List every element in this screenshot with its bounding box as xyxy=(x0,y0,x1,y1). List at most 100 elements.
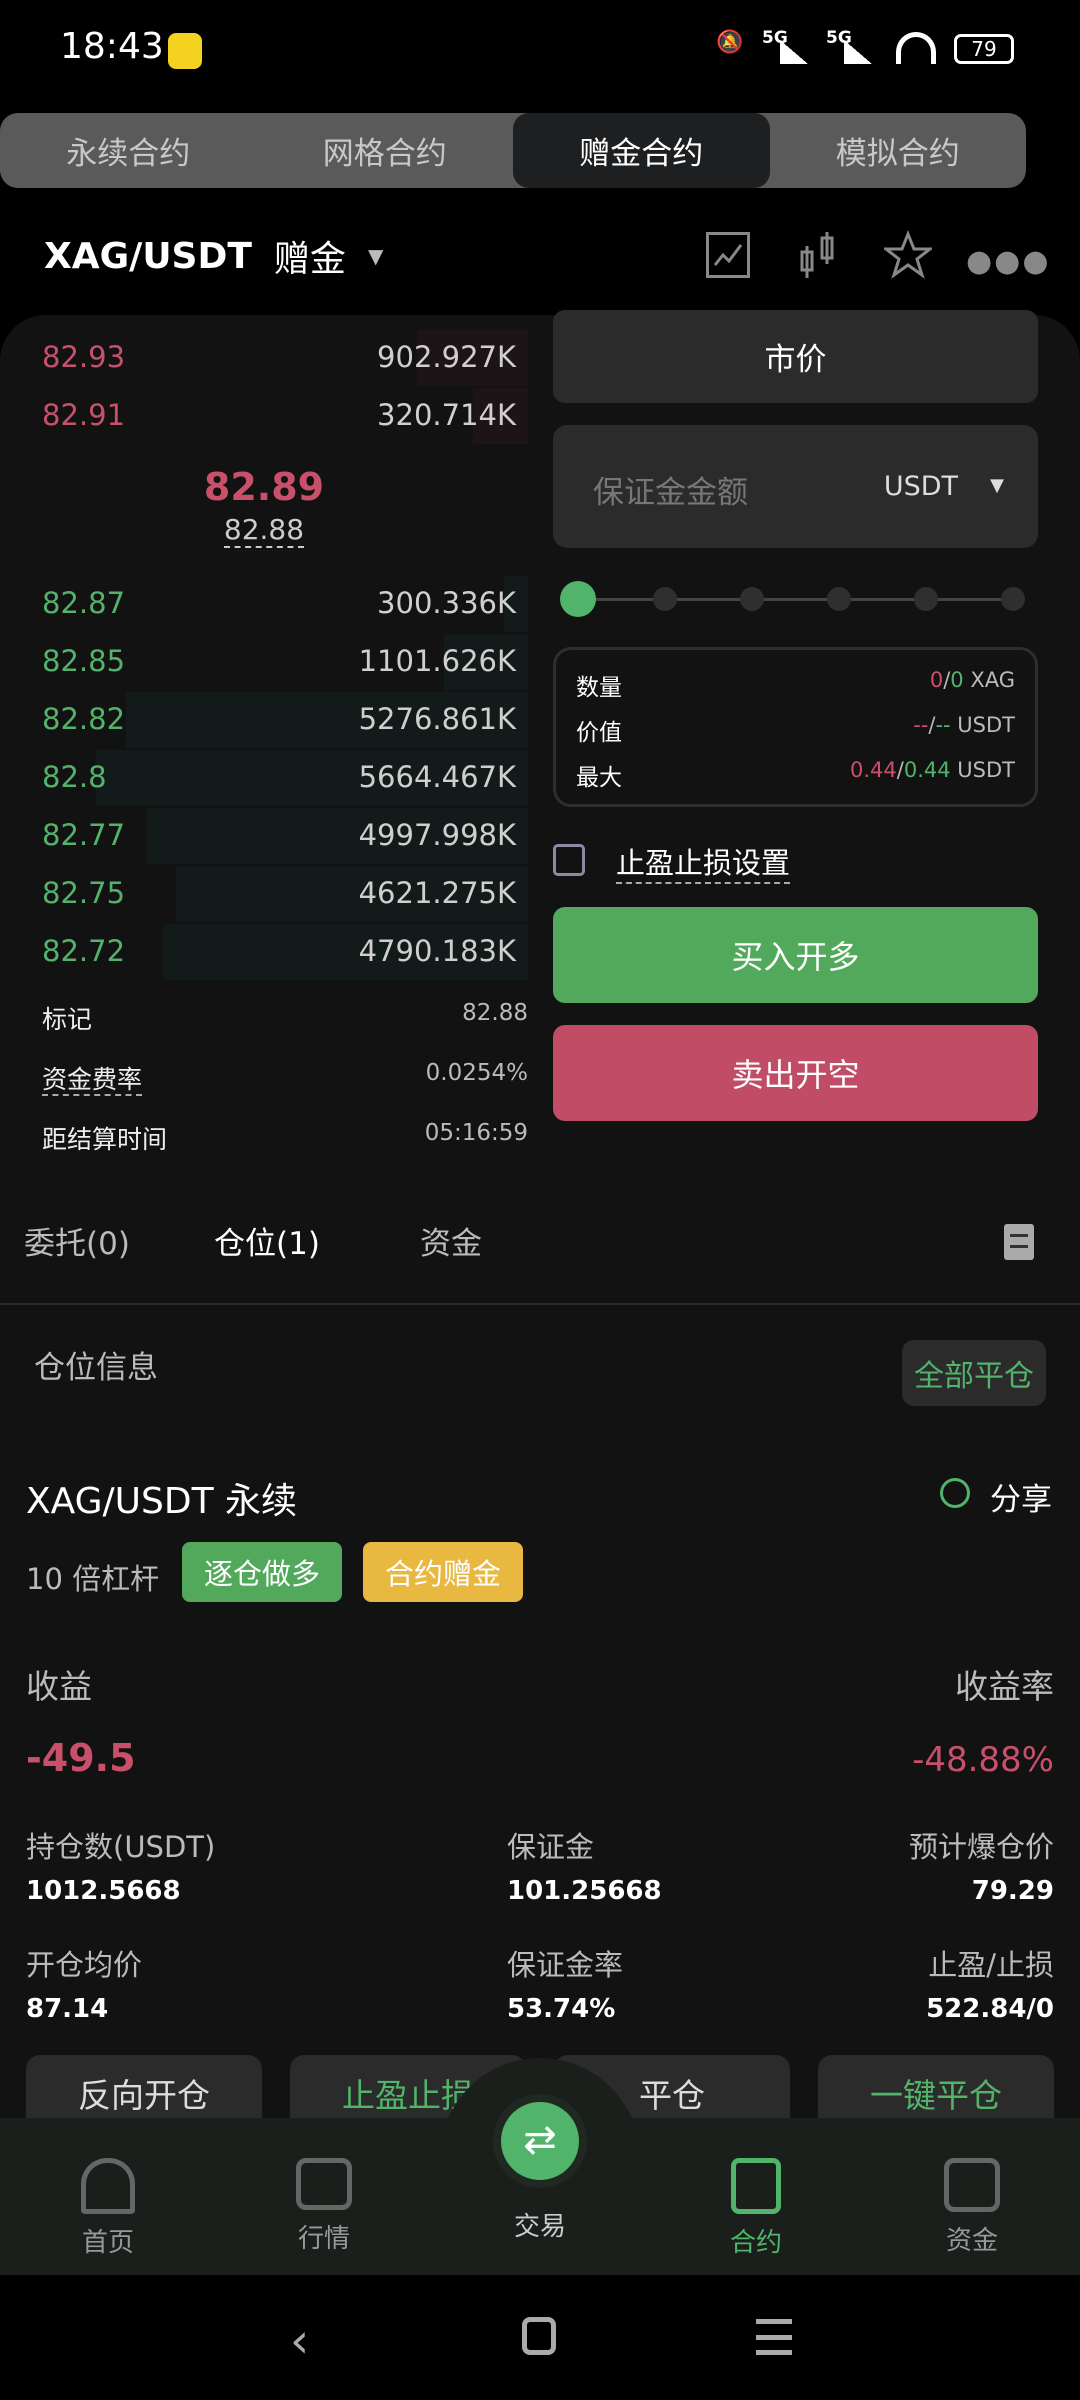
field-label: 开仓均价 xyxy=(26,1948,143,1982)
summary-label: 价值 xyxy=(576,720,622,746)
slider-tick[interactable] xyxy=(653,587,677,611)
tab-orders[interactable]: 委托(0) xyxy=(24,1226,130,1262)
tab-positions[interactable]: 仓位(1) xyxy=(214,1226,320,1262)
document-icon[interactable] xyxy=(1004,1224,1034,1260)
more-icon[interactable]: ●●● xyxy=(966,244,1051,279)
field-label: 保证金 xyxy=(507,1830,595,1864)
position-symbol: XAG/USDT 永续 xyxy=(26,1481,298,1522)
bids-row[interactable]: 82.75 4621.275K xyxy=(0,866,528,922)
nav-label: 首页 xyxy=(81,2228,134,2258)
asks-row[interactable]: 82.91 320.714K xyxy=(0,388,528,444)
order-summary: 数量 0/0 XAG 价值 --/-- USDT 最大 0.44/0.44 USDT xyxy=(553,647,1038,807)
sell-short-button[interactable]: 卖出开空 xyxy=(553,1025,1038,1121)
bids-row[interactable]: 82.85 1101.626K xyxy=(0,634,528,690)
mark-price[interactable]: 82.88 xyxy=(223,513,305,548)
order-type-select[interactable]: 市价 xyxy=(553,310,1038,403)
field-value: 79.29 xyxy=(971,1876,1054,1906)
nav-label: 合约 xyxy=(729,2228,782,2258)
field-value: 1012.5668 xyxy=(26,1876,181,1906)
swap-icon: ⇄ xyxy=(493,2094,587,2188)
candlestick-icon[interactable] xyxy=(798,232,838,282)
tab-demo[interactable]: 模拟合约 xyxy=(835,136,960,172)
menu-icon[interactable] xyxy=(756,2319,792,2355)
badge-bonus: 合约赠金 xyxy=(363,1542,523,1602)
depth-bar xyxy=(417,330,528,386)
home-button-icon[interactable] xyxy=(522,2317,556,2355)
margin-placeholder: 保证金金额 xyxy=(593,475,748,511)
bids-row[interactable]: 82.8 5664.467K xyxy=(0,750,528,806)
depth-bar xyxy=(175,866,528,922)
buy-long-button[interactable]: 买入开多 xyxy=(553,907,1038,1003)
tab-grid[interactable]: 网格合约 xyxy=(322,136,447,172)
chart-line-icon[interactable] xyxy=(706,232,750,278)
bids-row[interactable]: 82.72 4790.183K xyxy=(0,924,528,980)
quantity: 5664.467K xyxy=(358,760,516,794)
slider-tick[interactable] xyxy=(1001,587,1025,611)
roe-value: -48.88% xyxy=(912,1740,1054,1780)
nav-market[interactable]: 行情 xyxy=(264,2158,384,2255)
pair-selector[interactable]: XAG/USDT 赠金 ▼ xyxy=(44,230,383,282)
sell-value: -- xyxy=(935,713,951,737)
bids-row[interactable]: 82.87 300.336K xyxy=(0,576,528,632)
price-center: 82.89 82.88 xyxy=(0,465,528,548)
info-label: 标记 xyxy=(42,1005,93,1034)
asks-row[interactable]: 82.93 902.927K xyxy=(0,330,528,386)
field-value: 53.74% xyxy=(507,1994,616,2024)
price: 82.77 xyxy=(42,818,126,852)
pnl-value: -49.5 xyxy=(26,1736,136,1780)
back-icon[interactable]: ‹ xyxy=(290,2313,310,2369)
nav-home[interactable]: 首页 xyxy=(48,2158,168,2259)
nav-contract[interactable]: 合约 xyxy=(696,2158,816,2259)
section-title: 仓位信息 xyxy=(34,1350,158,1386)
quantity: 4790.183K xyxy=(358,934,516,968)
tpsl-label[interactable]: 止盈止损设置 xyxy=(616,840,791,884)
buy-value: 0.44 xyxy=(850,758,897,782)
field-value: 87.14 xyxy=(26,1994,109,2024)
summary-row: 数量 0/0 XAG xyxy=(576,668,1015,701)
info-label[interactable]: 资金费率 xyxy=(42,1065,143,1096)
divider xyxy=(0,1303,1080,1305)
leverage-slider[interactable] xyxy=(578,598,1018,601)
bids-row[interactable]: 82.77 4997.998K xyxy=(0,808,528,864)
info-value: 0.0254% xyxy=(425,1060,528,1086)
depth-bar xyxy=(96,750,528,806)
nav-trade[interactable]: ⇄ 交易 xyxy=(480,2094,600,2243)
slider-tick[interactable] xyxy=(827,587,851,611)
unit: USDT xyxy=(957,713,1015,737)
market-icon xyxy=(296,2158,352,2210)
margin-input[interactable]: 保证金金额 USDT ▼ xyxy=(553,425,1038,548)
buy-value: -- xyxy=(913,713,929,737)
field-value: 522.84/0 xyxy=(926,1994,1054,2024)
tab-perpetual[interactable]: 永续合约 xyxy=(66,136,191,172)
quantity: 320.714K xyxy=(377,398,516,432)
price: 82.91 xyxy=(42,398,126,432)
nav-label: 行情 xyxy=(297,2224,350,2254)
wifi-icon xyxy=(896,32,936,64)
unit: USDT xyxy=(957,758,1015,782)
star-icon[interactable] xyxy=(884,230,932,280)
slider-tick[interactable] xyxy=(740,587,764,611)
price: 82.85 xyxy=(42,644,126,678)
leverage-label: 10 倍杠杆 xyxy=(26,1562,160,1596)
share-icon[interactable] xyxy=(940,1478,970,1508)
nav-wallet[interactable]: 资金 xyxy=(912,2158,1032,2257)
depth-bar xyxy=(125,692,528,748)
slider-handle[interactable] xyxy=(560,581,596,617)
field-label: 保证金率 xyxy=(507,1948,624,1982)
trade-panel xyxy=(0,315,1080,2120)
system-nav: ‹ xyxy=(0,2275,1080,2400)
tpsl-checkbox[interactable] xyxy=(553,844,585,876)
close-all-button[interactable]: 全部平仓 xyxy=(902,1340,1046,1406)
bids-row[interactable]: 82.82 5276.861K xyxy=(0,692,528,748)
info-value: 05:16:59 xyxy=(424,1120,528,1146)
caret-down-icon: ▼ xyxy=(367,244,384,268)
tab-assets[interactable]: 资金 xyxy=(420,1226,482,1262)
slider-tick[interactable] xyxy=(914,587,938,611)
nav-label: 资金 xyxy=(945,2226,998,2256)
signal-icon xyxy=(780,40,808,64)
share-button[interactable]: 分享 xyxy=(990,1482,1052,1518)
tab-bonus[interactable]: 赠金合约 xyxy=(513,113,770,188)
price: 82.72 xyxy=(42,934,126,968)
contract-icon xyxy=(731,2158,781,2214)
unit-select[interactable]: USDT xyxy=(883,471,958,502)
